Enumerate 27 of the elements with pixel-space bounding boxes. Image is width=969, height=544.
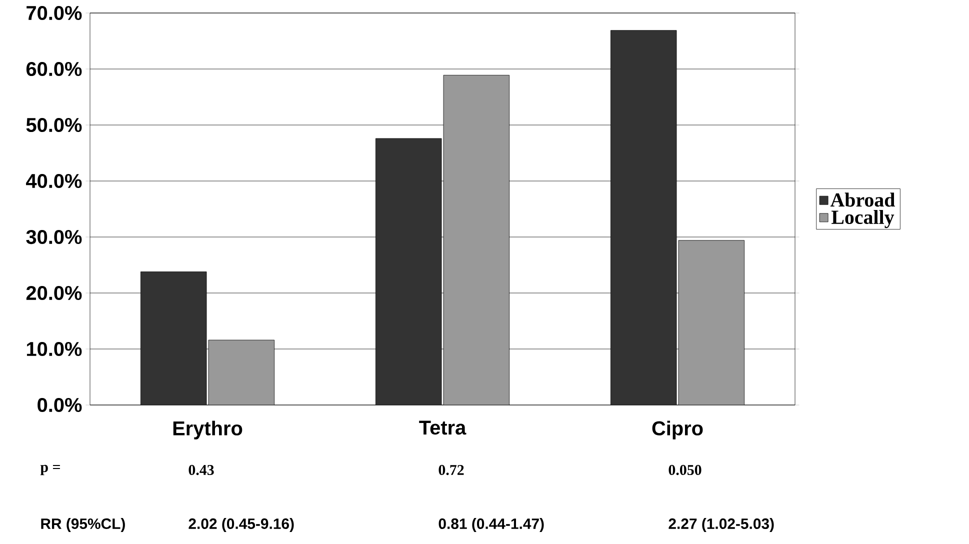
text: 2.27 (1.02-5.03) [668,518,774,532]
text: 2.02 (0.45-9.16) [188,518,294,532]
legend-label: Abroad [830,192,895,207]
text: 0.050 [668,464,702,476]
text: 0.43 [188,464,214,476]
y-tick-label: 40.0% [26,174,82,188]
bar [140,272,207,405]
y-tick-label: 50.0% [26,118,82,132]
y-tick-label: 0.0% [38,398,82,412]
text: 0.72 [438,464,464,476]
y-tick-label: 60.0% [26,62,82,76]
bar [443,74,510,405]
bar [678,240,745,405]
x-tick-label: Tetra [419,420,466,435]
text: 0.81 (0.44-1.47) [438,518,544,532]
y-tick-label: 20.0% [26,286,82,300]
x-tick-label: Cipro [652,420,703,440]
bar [610,30,677,405]
legend-label: Locally [832,210,894,228]
text: RR (95%CL) [41,518,125,532]
x-tick-label: Erythro [173,420,242,440]
y-tick-label: 10.0% [26,342,82,356]
y-tick-label: 30.0% [26,230,82,244]
bar [376,138,442,405]
bar [208,340,274,405]
text: p = [40,464,60,476]
y-tick-label: 70.0% [26,6,82,20]
